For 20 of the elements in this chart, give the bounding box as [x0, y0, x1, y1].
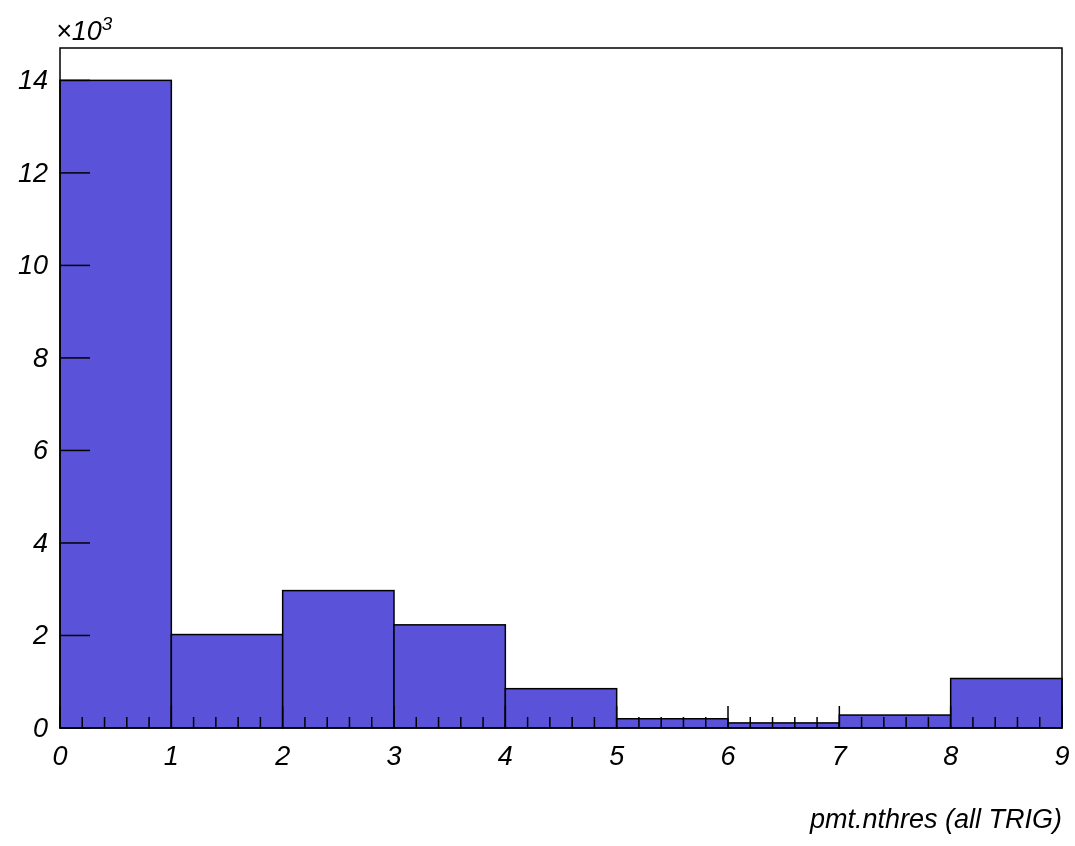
x-tick-label: 1: [163, 741, 179, 771]
y-tick-label: 6: [32, 435, 49, 466]
x-tick-label: 5: [609, 741, 626, 771]
x-tick-label: 4: [497, 741, 513, 771]
x-tick-label: 7: [831, 741, 848, 771]
x-tick-label: 2: [274, 741, 291, 771]
y-tick-label: 8: [32, 342, 48, 373]
x-tick-label: 0: [52, 741, 68, 771]
x-tick-label: 3: [386, 741, 402, 771]
y-tick-label: 12: [17, 157, 48, 188]
x-tick-label: 8: [943, 741, 959, 771]
y-tick-label: 10: [17, 250, 48, 281]
y-tick-label: 4: [32, 527, 48, 558]
y-tick-label: 0: [32, 713, 48, 743]
y-tick-label: 14: [17, 65, 48, 96]
y-tick-label: 2: [31, 620, 48, 651]
text: ×10$^{3}$: [56, 12, 113, 46]
x-tick-label: 9: [1054, 741, 1070, 771]
x-tick-label: 6: [720, 741, 737, 771]
x-axis-title: pmt.nthres (all TRIG): [808, 804, 1062, 834]
